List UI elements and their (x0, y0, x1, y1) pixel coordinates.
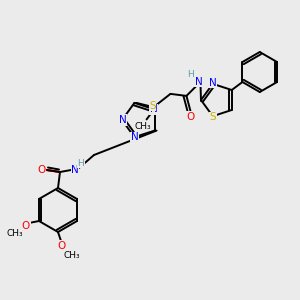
Text: S: S (209, 112, 216, 122)
Text: H: H (78, 158, 84, 167)
Text: O: O (58, 241, 66, 251)
Text: O: O (22, 221, 30, 231)
Text: N: N (119, 115, 127, 125)
Text: N: N (150, 104, 158, 114)
Text: N: N (71, 165, 79, 175)
Text: O: O (37, 165, 45, 175)
Text: N: N (130, 132, 138, 142)
Text: CH₃: CH₃ (64, 250, 80, 260)
Text: CH₃: CH₃ (134, 122, 151, 131)
Text: N: N (195, 77, 202, 87)
Text: S: S (149, 101, 156, 111)
Text: O: O (186, 112, 195, 122)
Text: N: N (209, 78, 217, 88)
Text: H: H (187, 70, 194, 80)
Text: CH₃: CH₃ (7, 230, 23, 238)
